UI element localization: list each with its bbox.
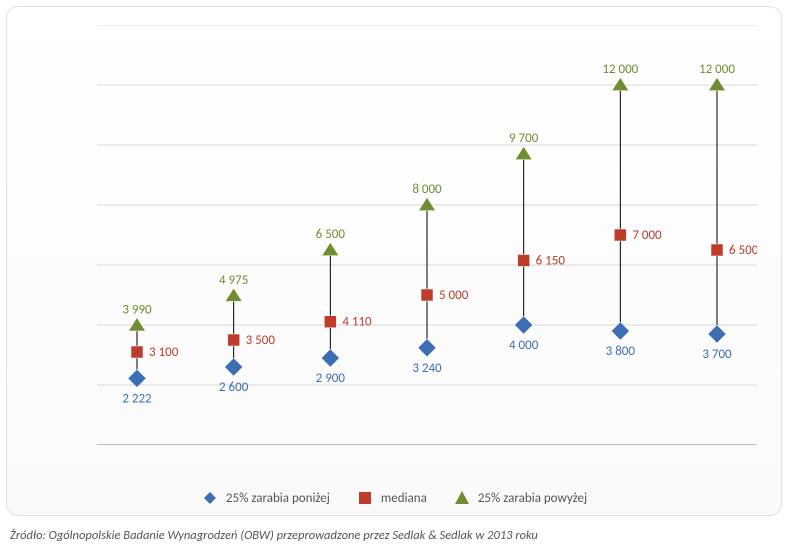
marker-triangle — [612, 77, 629, 90]
marker-triangle — [515, 146, 532, 159]
marker-diamond — [225, 358, 243, 376]
marker-triangle — [225, 288, 242, 301]
data-label: 3 240 — [412, 361, 442, 376]
marker-diamond — [418, 339, 436, 357]
data-label: 3 500 — [246, 333, 276, 348]
data-label: 8 000 — [412, 182, 442, 197]
square-icon — [356, 489, 374, 507]
legend-label: 25% zarabia powyżej — [478, 491, 587, 506]
data-label: 3 990 — [122, 302, 152, 317]
marker-square — [131, 346, 143, 358]
marker-triangle — [709, 77, 726, 90]
legend-item-low: 25% zarabia poniżej — [201, 489, 330, 507]
legend-label: mediana — [381, 491, 427, 506]
marker-triangle — [129, 318, 146, 331]
data-label: 12 000 — [602, 62, 638, 77]
data-label: 2 900 — [316, 371, 346, 386]
data-label: 6 150 — [536, 254, 566, 269]
marker-diamond — [708, 325, 726, 343]
marker-diamond — [321, 349, 339, 367]
data-label: 5 000 — [439, 288, 469, 303]
diamond-icon — [201, 489, 219, 507]
legend-label: 25% zarabia poniżej — [226, 491, 330, 506]
marker-square — [324, 316, 336, 328]
data-label: 4 000 — [509, 338, 539, 353]
salary-range-chart: 020004000600080001000012000140001 lub mn… — [97, 25, 757, 445]
source-caption: Źródło: Ogólnopolskie Badanie Wynagrodze… — [0, 522, 788, 549]
data-label: 4 975 — [219, 273, 248, 288]
legend-item-high: 25% zarabia powyżej — [453, 489, 587, 507]
marker-square — [711, 244, 723, 256]
data-label: 4 110 — [342, 315, 372, 330]
marker-triangle — [419, 197, 436, 210]
data-label: 6 500 — [316, 227, 346, 242]
marker-diamond — [515, 316, 533, 334]
data-label: 2 222 — [122, 391, 152, 406]
marker-triangle — [322, 242, 339, 255]
data-label: 7 000 — [632, 228, 662, 243]
data-label: 3 800 — [606, 344, 636, 359]
marker-square — [421, 289, 433, 301]
data-label: 6 500 — [729, 243, 757, 258]
marker-square — [614, 229, 626, 241]
data-label: 3 700 — [702, 347, 732, 362]
marker-square — [518, 255, 530, 267]
triangle-icon — [453, 489, 471, 507]
data-label: 12 000 — [699, 62, 735, 77]
chart-container: 020004000600080001000012000140001 lub mn… — [0, 6, 788, 549]
legend: 25% zarabia poniżej mediana 25% zarabia po… — [7, 489, 781, 507]
data-label: 9 700 — [509, 131, 539, 146]
chart-card: 020004000600080001000012000140001 lub mn… — [6, 6, 782, 516]
data-label: 2 600 — [219, 380, 249, 395]
data-label: 3 100 — [149, 345, 179, 360]
marker-square — [228, 334, 240, 346]
legend-item-median: mediana — [356, 489, 427, 507]
